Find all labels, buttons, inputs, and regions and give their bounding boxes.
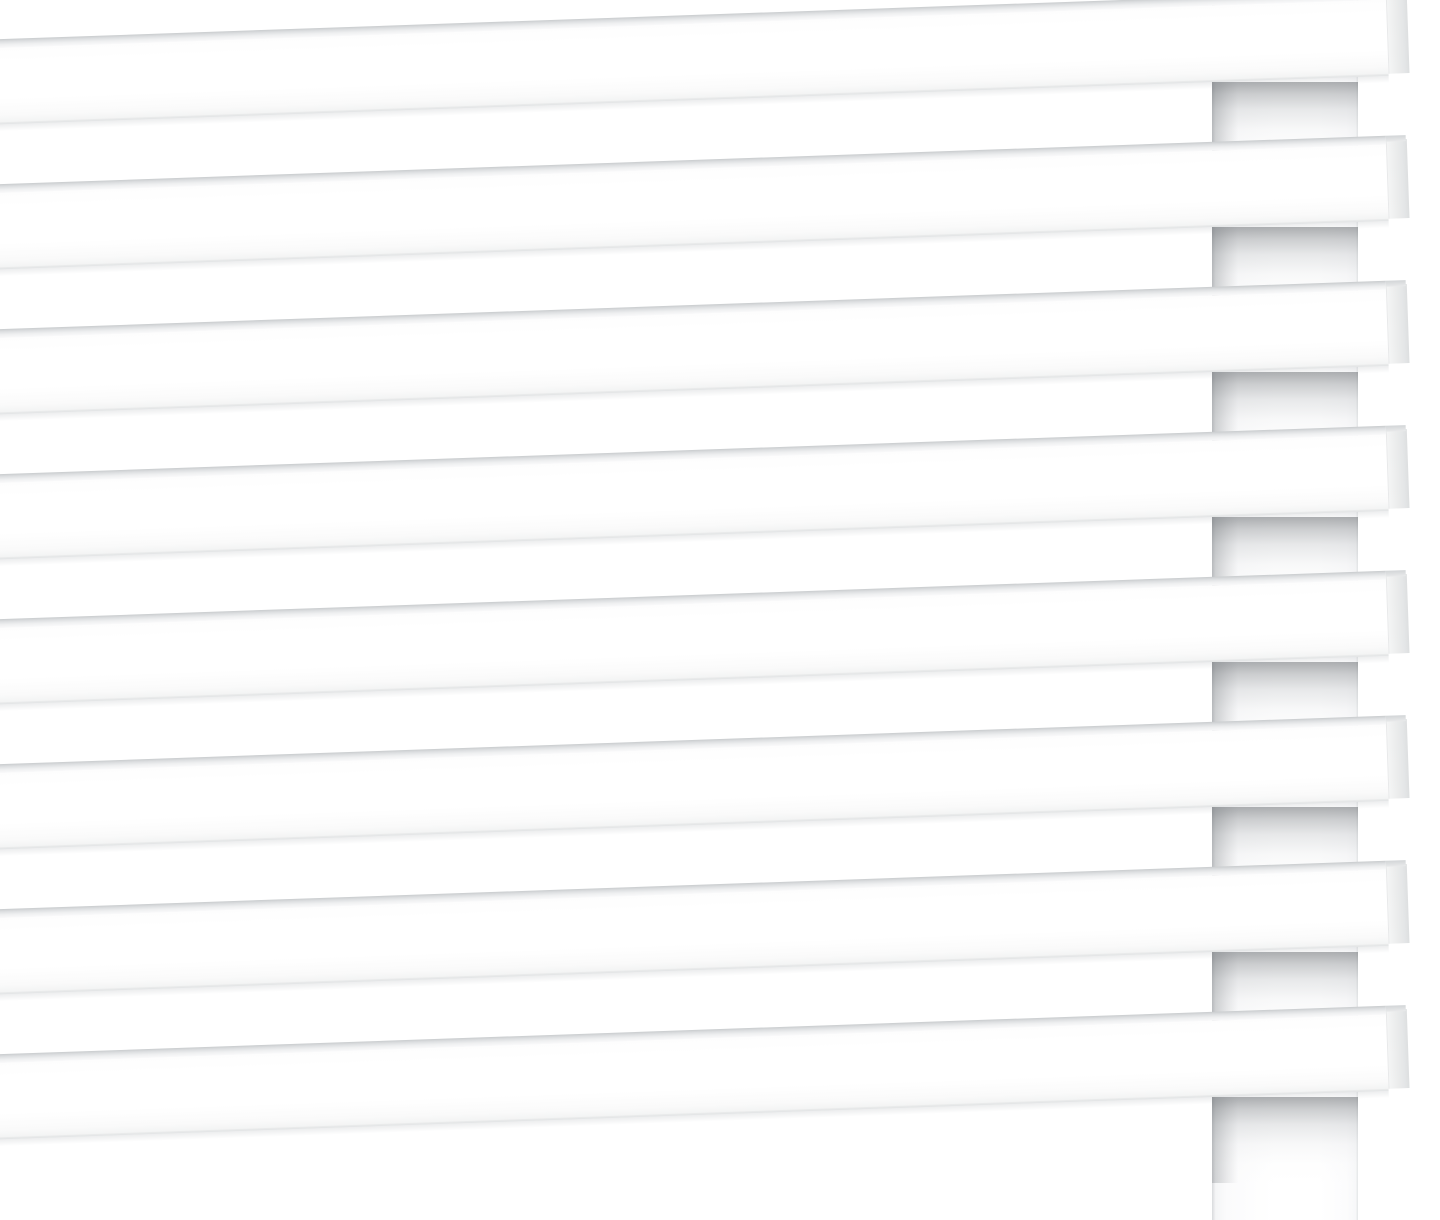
slat-5	[0, 570, 1410, 714]
slat-7	[0, 860, 1410, 1004]
slat-6	[0, 715, 1410, 859]
slat-end-cap-bevel	[1385, 860, 1406, 867]
slat-right-end-cap	[1385, 139, 1410, 219]
slat-end-cap-bevel	[1385, 280, 1406, 287]
slat-right-end-cap	[1385, 719, 1410, 799]
slat-end-cap-bevel	[1385, 135, 1406, 142]
slat-end-cap-bevel	[1385, 1005, 1406, 1012]
slat-right-end-cap	[1385, 864, 1410, 944]
slat-right-end-cap	[1385, 1009, 1410, 1089]
slat-3	[0, 280, 1410, 424]
slat-4	[0, 425, 1410, 569]
slat-right-end-cap	[1385, 429, 1410, 509]
slat-2	[0, 135, 1410, 279]
slat-end-cap-bevel	[1385, 570, 1406, 577]
slat-8	[0, 1005, 1410, 1149]
slat-1	[0, 0, 1410, 134]
slat-end-cap-bevel	[1385, 425, 1406, 432]
slat-right-end-cap	[1385, 0, 1410, 74]
slat-end-cap-bevel	[1385, 715, 1406, 722]
slat-right-end-cap	[1385, 574, 1410, 654]
slat-right-end-cap	[1385, 284, 1410, 364]
